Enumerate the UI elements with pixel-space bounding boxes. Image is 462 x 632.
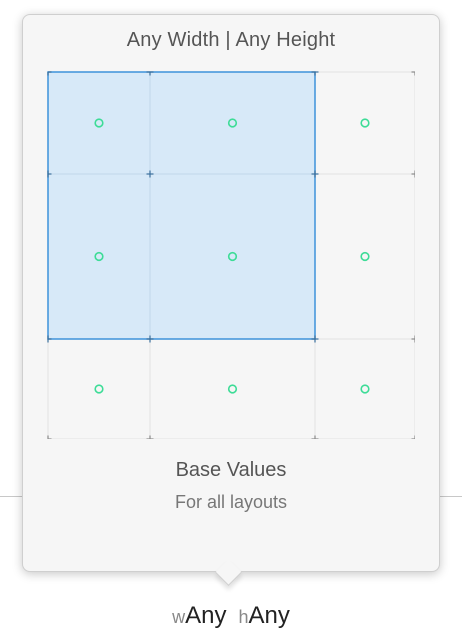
width-prefix: w [172,607,186,627]
popover-title: Any Width | Any Height [126,29,336,51]
size-class-grid-svg[interactable] [47,71,415,439]
size-class-control[interactable]: wAny hAny [0,602,462,630]
selection-rectangle[interactable] [47,71,316,340]
cell-dot-0-2[interactable] [360,118,370,128]
cell-dot-2-2[interactable] [360,384,370,394]
cell-dot-2-0[interactable] [94,384,104,394]
all-layouts-label: For all layouts [174,492,288,512]
cell-dot-2-1[interactable] [227,384,238,394]
size-class-popover: Any Width | Any Height Base Values For a… [22,14,440,572]
size-class-grid[interactable] [47,71,415,439]
cell-dot-1-1[interactable] [227,251,238,262]
cell-dot-0-0[interactable] [94,118,104,128]
cell-dot-1-0[interactable] [94,251,104,262]
width-value[interactable]: Any [185,602,227,629]
height-prefix: h [238,607,249,627]
cell-dot-1-2[interactable] [360,251,370,262]
height-value[interactable]: Any [248,602,290,629]
cell-dot-0-1[interactable] [227,118,238,128]
base-values-label: Base Values [175,459,287,481]
